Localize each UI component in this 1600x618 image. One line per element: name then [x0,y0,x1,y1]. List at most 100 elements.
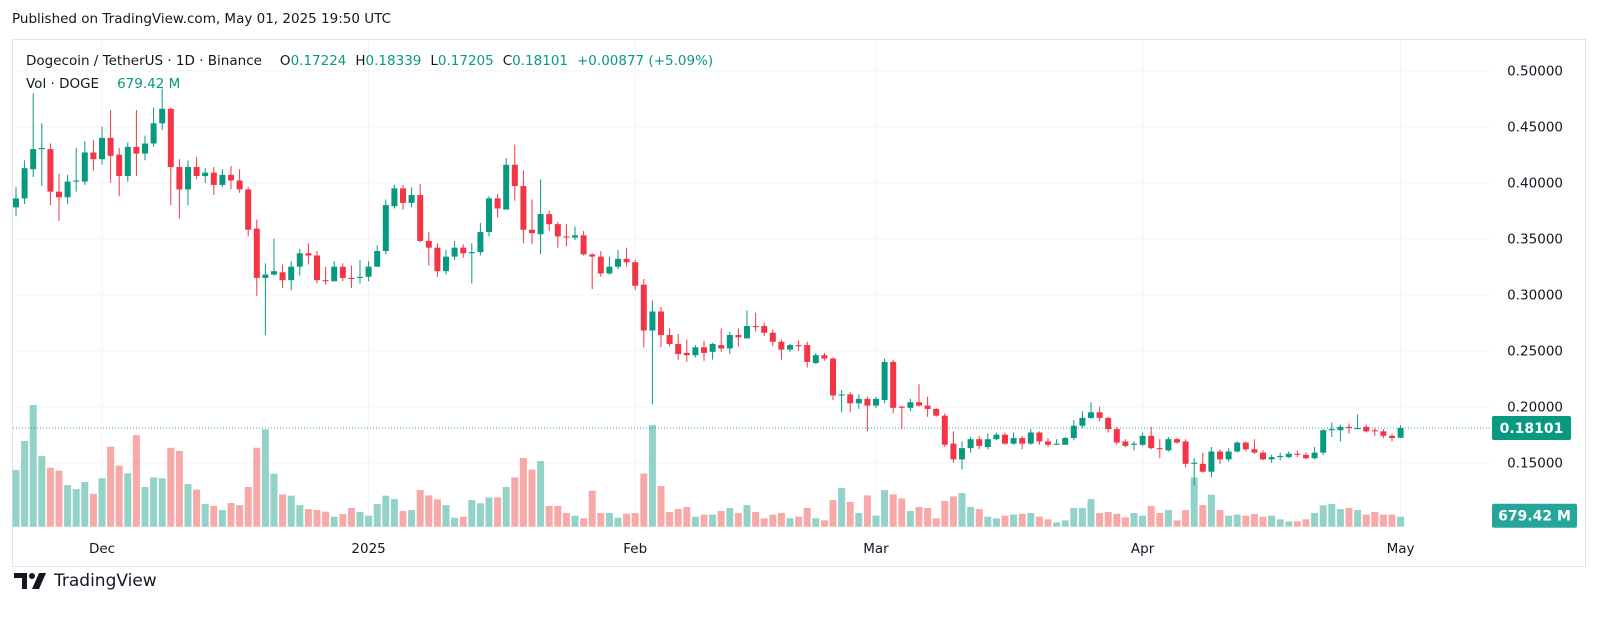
candle-body[interactable] [142,143,148,154]
volume-bar[interactable] [545,505,553,527]
volume-bar[interactable] [416,490,424,527]
candle-body[interactable] [1139,435,1146,445]
volume-bar[interactable] [1388,514,1396,527]
volume-bar[interactable] [795,516,803,527]
volume-bar[interactable] [881,490,889,527]
volume-bar[interactable] [975,509,983,527]
volume-bar[interactable] [1328,504,1336,527]
candle-body[interactable] [133,146,140,154]
candle-body[interactable] [1311,452,1318,459]
volume-bar[interactable] [597,513,605,527]
candle-body[interactable] [752,326,759,328]
volume-bar[interactable] [55,470,63,527]
candle-body[interactable] [1320,430,1327,453]
candle-body[interactable] [1363,426,1370,432]
candle-body[interactable] [56,191,62,198]
volume-bar[interactable] [107,446,115,527]
volume-bar[interactable] [1259,516,1267,527]
volume-bar[interactable] [1061,520,1069,527]
volume-bar[interactable] [734,513,742,527]
volume-bar[interactable] [519,458,527,527]
volume-bar[interactable] [175,450,183,527]
volume-bar[interactable] [433,499,441,527]
volume-bar[interactable] [941,500,949,527]
volume-bar[interactable] [571,515,579,527]
candle-body[interactable] [64,181,71,198]
candle-body[interactable] [1053,443,1060,445]
volume-bar[interactable] [1121,517,1129,527]
volume-bar[interactable] [752,511,760,527]
volume-bar[interactable] [253,447,261,527]
candle-body[interactable] [1389,435,1395,439]
volume-bar[interactable] [1130,513,1138,527]
candle-body[interactable] [365,266,372,277]
volume-bar[interactable] [390,499,398,527]
volume-bar[interactable] [158,478,166,527]
volume-bar[interactable] [769,514,777,527]
candle-body[interactable] [408,195,415,203]
volume-bar[interactable] [399,510,407,527]
candle-body[interactable] [718,345,725,349]
volume-bar[interactable] [889,494,897,527]
candle-body[interactable] [1397,427,1404,438]
candle-body[interactable] [1062,438,1069,445]
volume-bar[interactable] [485,497,493,527]
volume-bar[interactable] [1104,511,1112,527]
volume-bar[interactable] [820,520,828,527]
candle-body[interactable] [778,341,785,350]
candle-body[interactable] [709,343,716,352]
volume-bar[interactable] [674,509,682,527]
candle-body[interactable] [47,149,54,192]
candle-body[interactable] [520,186,527,230]
volume-bar[interactable] [1164,510,1172,527]
volume-bar[interactable] [777,513,785,527]
candle-body[interactable] [236,180,243,190]
candle-body[interactable] [1174,439,1180,443]
volume-bar[interactable] [46,467,54,527]
candle-body[interactable] [959,448,965,460]
candle-body[interactable] [847,394,854,404]
candle-body[interactable] [597,256,604,274]
volume-bar[interactable] [786,518,794,527]
candle-body[interactable] [761,326,768,333]
volume-bar[interactable] [1001,515,1009,527]
volume-bar[interactable] [1216,510,1224,527]
volume-bar[interactable] [356,511,364,527]
candle-body[interactable] [228,174,234,181]
volume-bar[interactable] [683,506,691,527]
volume-bar[interactable] [906,510,914,527]
volume-bar[interactable] [700,514,708,527]
candle-body[interactable] [701,347,707,353]
candle-body[interactable] [81,152,88,182]
candle-body[interactable] [1070,425,1077,439]
candle-body[interactable] [1225,451,1232,460]
candle-body[interactable] [99,137,105,160]
candle-body[interactable] [546,214,553,225]
candle-body[interactable] [606,266,613,274]
candle-body[interactable] [830,358,836,396]
volume-bar[interactable] [709,514,717,527]
candle-body[interactable] [210,172,217,185]
candle-body[interactable] [451,247,458,257]
volume-bar[interactable] [605,513,613,527]
candle-body[interactable] [623,258,630,263]
volume-bar[interactable] [1336,509,1344,527]
candle-body[interactable] [150,123,157,144]
volume-bar[interactable] [829,500,837,527]
volume-bar[interactable] [872,515,880,527]
candle-body[interactable] [941,415,948,445]
volume-bar[interactable] [863,495,871,527]
candle-body[interactable] [245,189,252,230]
volume-bar[interactable] [1027,513,1035,527]
candle-body[interactable] [477,231,484,253]
candle-body[interactable] [1354,427,1361,430]
candle-body[interactable] [382,205,389,252]
candle-body[interactable] [331,266,338,282]
candle-body[interactable] [176,167,183,190]
candle-body[interactable] [193,167,200,176]
candle-body[interactable] [1285,453,1292,458]
volume-bar[interactable] [279,494,287,527]
volume-bar[interactable] [588,490,596,527]
candle-body[interactable] [305,253,312,256]
